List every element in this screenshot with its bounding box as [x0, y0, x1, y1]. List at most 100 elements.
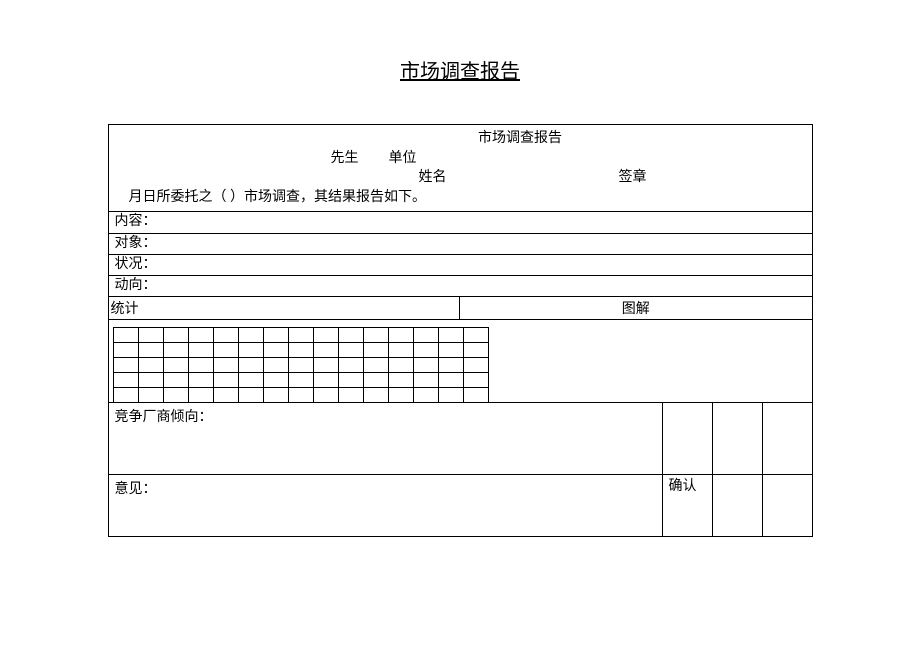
- sign-label: 签章: [619, 168, 719, 188]
- grid-cell: [113, 327, 139, 343]
- grid-cell: [363, 387, 389, 403]
- grid-cell: [288, 342, 314, 358]
- header-subtitle: 市场调查报告: [119, 129, 802, 149]
- status-row: 状况：: [109, 254, 812, 275]
- grid-cell: [338, 372, 364, 388]
- grid-cell: [263, 342, 289, 358]
- grid-cell: [313, 372, 339, 388]
- grid-cell: [388, 372, 414, 388]
- grid-cell: [213, 372, 239, 388]
- grid-section: [109, 319, 812, 402]
- grid-cell: [388, 342, 414, 358]
- competitor-col-3: [762, 403, 812, 474]
- grid-cell: [138, 372, 164, 388]
- grid-cell: [113, 387, 139, 403]
- grid-cell: [438, 327, 464, 343]
- diagram-label: 图解: [460, 297, 812, 319]
- grid-cell: [213, 342, 239, 358]
- report-table: 市场调查报告 先生 单位 姓名 签章 月日所委托之（ ）市场调查，其结果报告如下…: [108, 124, 813, 537]
- unit-label: 单位: [389, 149, 489, 169]
- grid-cell: [188, 387, 214, 403]
- grid-cell: [163, 342, 189, 358]
- grid-cell: [263, 387, 289, 403]
- grid-cell: [288, 387, 314, 403]
- grid-cell: [213, 387, 239, 403]
- grid-cell: [163, 357, 189, 373]
- grid-cell: [238, 372, 264, 388]
- grid-cell: [188, 342, 214, 358]
- competitor-label: 竞争厂商倾向：: [109, 403, 662, 474]
- target-row: 对象：: [109, 233, 812, 254]
- grid-cell: [163, 327, 189, 343]
- grid-cell: [338, 357, 364, 373]
- grid-cell: [238, 357, 264, 373]
- confirm-col-3: [762, 475, 812, 536]
- grid-cell: [388, 327, 414, 343]
- grid-cell: [413, 372, 439, 388]
- grid-cell: [363, 327, 389, 343]
- competitor-section: 竞争厂商倾向：: [109, 402, 812, 474]
- grid-cell: [163, 372, 189, 388]
- grid-cell: [413, 357, 439, 373]
- opinion-label: 意见：: [109, 475, 662, 536]
- confirm-label: 确认: [662, 475, 712, 536]
- grid-cell: [138, 342, 164, 358]
- grid-cell: [188, 327, 214, 343]
- grid-cell: [463, 372, 489, 388]
- grid-cell: [388, 357, 414, 373]
- grid-cell: [188, 372, 214, 388]
- grid-cell: [438, 357, 464, 373]
- grid-cell: [238, 342, 264, 358]
- entrust-text: 月日所委托之（ ）市场调查，其结果报告如下。: [119, 188, 802, 208]
- grid-cell: [188, 357, 214, 373]
- competitor-col-2: [712, 403, 762, 474]
- grid-cell: [338, 387, 364, 403]
- competitor-col-1: [662, 403, 712, 474]
- grid-cell: [138, 327, 164, 343]
- grid-cell: [163, 387, 189, 403]
- grid-cell: [363, 357, 389, 373]
- diagram-area: [489, 320, 812, 402]
- grid-cell: [413, 387, 439, 403]
- grid-cell: [463, 357, 489, 373]
- stat-grid: [109, 320, 489, 402]
- grid-cell: [263, 372, 289, 388]
- trend-row: 动向：: [109, 275, 812, 296]
- grid-cell: [288, 372, 314, 388]
- grid-cell: [263, 327, 289, 343]
- grid-cell: [438, 342, 464, 358]
- grid-cell: [113, 357, 139, 373]
- grid-cell: [313, 342, 339, 358]
- grid-cell: [113, 372, 139, 388]
- grid-cell: [338, 342, 364, 358]
- grid-cell: [238, 387, 264, 403]
- opinion-section: 意见： 确认: [109, 474, 812, 536]
- grid-cell: [413, 342, 439, 358]
- grid-cell: [363, 372, 389, 388]
- grid-cell: [388, 387, 414, 403]
- grid-cell: [288, 357, 314, 373]
- grid-cell: [363, 342, 389, 358]
- grid-cell: [238, 327, 264, 343]
- grid-cell: [413, 327, 439, 343]
- grid-cell: [138, 357, 164, 373]
- name-label: 姓名: [419, 168, 619, 188]
- grid-cell: [463, 342, 489, 358]
- content-row: 内容：: [109, 211, 812, 232]
- grid-cell: [463, 327, 489, 343]
- grid-cell: [463, 387, 489, 403]
- grid-cell: [213, 357, 239, 373]
- grid-cell: [113, 342, 139, 358]
- grid-cell: [288, 327, 314, 343]
- grid-cell: [438, 372, 464, 388]
- stat-header-row: 统计 图解: [109, 296, 812, 319]
- confirm-col-2: [712, 475, 762, 536]
- grid-cell: [263, 357, 289, 373]
- grid-cell: [438, 387, 464, 403]
- grid-cell: [313, 327, 339, 343]
- grid-cell: [213, 327, 239, 343]
- grid-cell: [138, 387, 164, 403]
- grid-cell: [338, 327, 364, 343]
- header-section: 市场调查报告 先生 单位 姓名 签章 月日所委托之（ ）市场调查，其结果报告如下…: [109, 125, 812, 211]
- stat-label: 统计: [109, 297, 461, 319]
